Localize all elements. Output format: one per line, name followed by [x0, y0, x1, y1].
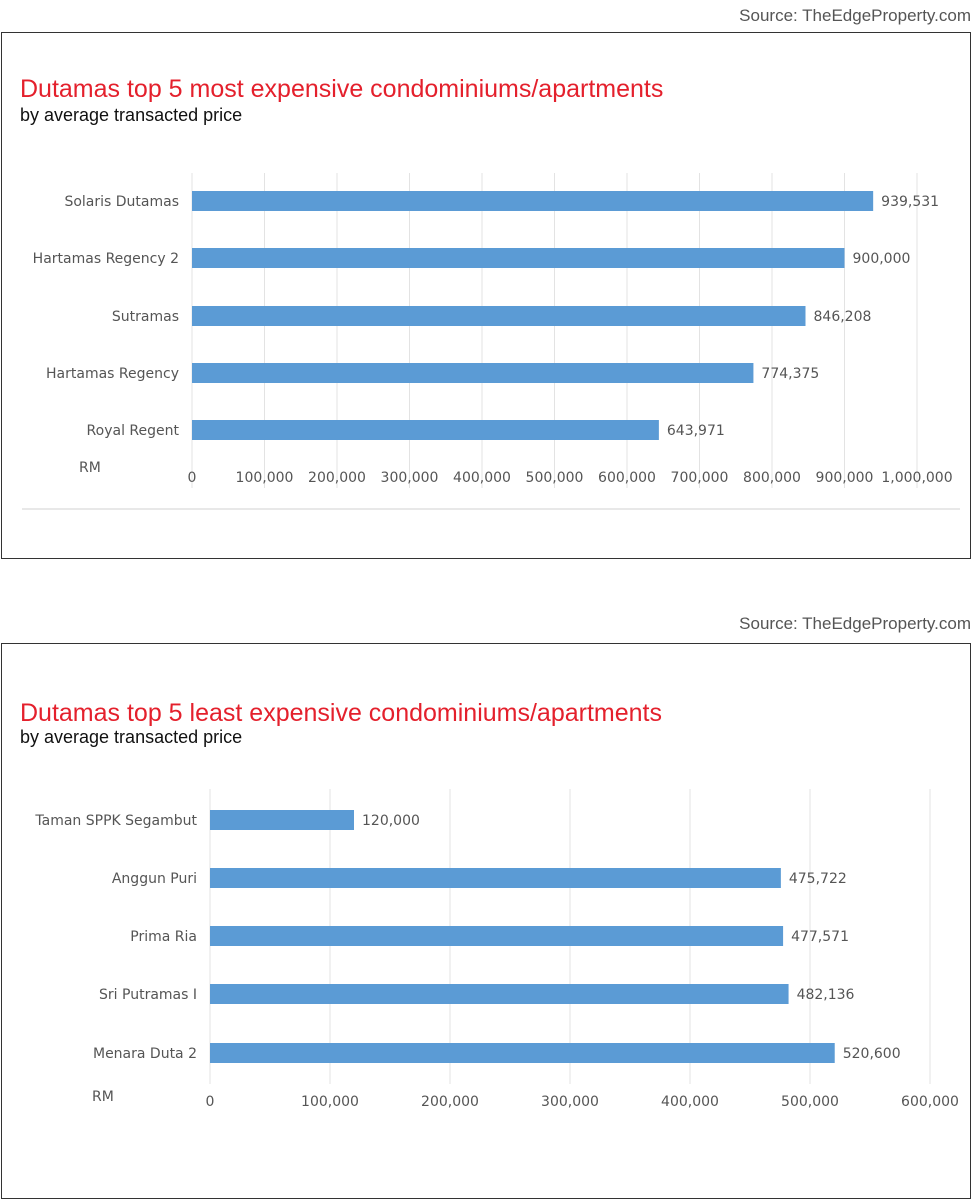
category-label: Menara Duta 2: [93, 1046, 197, 1062]
category-label: Royal Regent: [87, 423, 180, 439]
data-label: 477,571: [791, 929, 849, 945]
category-label: Hartamas Regency: [46, 366, 179, 382]
source-label-bottom: Source: TheEdgeProperty.com: [739, 614, 971, 633]
bar: [192, 363, 754, 383]
bar-chart-most-expensive: Solaris Dutamas 939,531 Hartamas Regency 2…: [22, 173, 960, 510]
bar: [210, 868, 781, 888]
data-label: 774,375: [761, 366, 819, 382]
bar: [210, 926, 784, 946]
x-tick-label: 0: [188, 470, 197, 486]
data-label: 475,722: [789, 871, 847, 887]
category-label: Sri Putramas I: [99, 987, 197, 1003]
x-tick-label: 500,000: [781, 1094, 839, 1110]
x-axis-unit-label: RM: [79, 460, 101, 476]
bar: [192, 191, 874, 211]
data-label: 482,136: [797, 987, 855, 1003]
x-tick-label: 700,000: [671, 470, 729, 486]
category-label: Anggun Puri: [112, 871, 197, 887]
x-tick-label: 100,000: [301, 1094, 359, 1110]
source-label-top: Source: TheEdgeProperty.com: [739, 6, 971, 25]
chart-panel-least-expensive: Dutamas top 5 least expensive condominiu…: [1, 643, 971, 1199]
x-tick-label: 400,000: [453, 470, 511, 486]
chart-title: Dutamas top 5 most expensive condominium…: [20, 75, 664, 103]
data-label: 120,000: [362, 813, 420, 829]
data-label: 900,000: [853, 251, 911, 267]
category-label: Hartamas Regency 2: [33, 251, 179, 267]
data-label: 520,600: [843, 1046, 901, 1062]
category-label: Sutramas: [112, 309, 179, 325]
data-label: 643,971: [667, 423, 725, 439]
bar: [210, 1043, 835, 1063]
data-label: 846,208: [814, 309, 872, 325]
x-tick-label: 600,000: [598, 470, 656, 486]
data-label: 939,531: [881, 194, 939, 210]
x-tick-label: 200,000: [308, 470, 366, 486]
x-tick-label: 600,000: [901, 1094, 959, 1110]
bar: [210, 984, 789, 1004]
x-tick-label: 1,000,000: [881, 470, 952, 486]
chart-subtitle: by average transacted price: [20, 727, 243, 747]
x-tick-label: 100,000: [236, 470, 294, 486]
x-tick-label: 200,000: [421, 1094, 479, 1110]
x-axis-unit-label: RM: [92, 1089, 114, 1105]
x-tick-label: 300,000: [381, 470, 439, 486]
x-tick-label: 0: [206, 1094, 215, 1110]
bar-chart-least-expensive: Taman SPPK Segambut 120,000 Anggun Puri 475…: [34, 789, 959, 1110]
x-tick-label: 900,000: [816, 470, 874, 486]
category-label: Prima Ria: [130, 929, 197, 945]
chart-subtitle: by average transacted price: [20, 105, 243, 125]
x-tick-label: 800,000: [743, 470, 801, 486]
x-tick-label: 500,000: [526, 470, 584, 486]
x-tick-label: 400,000: [661, 1094, 719, 1110]
chart-title: Dutamas top 5 least expensive condominiu…: [20, 699, 662, 727]
bar: [192, 420, 659, 440]
x-tick-label: 300,000: [541, 1094, 599, 1110]
bar: [210, 810, 354, 830]
chart-panel-most-expensive: Dutamas top 5 most expensive condominium…: [1, 32, 971, 559]
category-label: Taman SPPK Segambut: [34, 813, 197, 829]
category-label: Solaris Dutamas: [64, 194, 179, 210]
bar: [192, 306, 806, 326]
bar: [192, 248, 845, 268]
